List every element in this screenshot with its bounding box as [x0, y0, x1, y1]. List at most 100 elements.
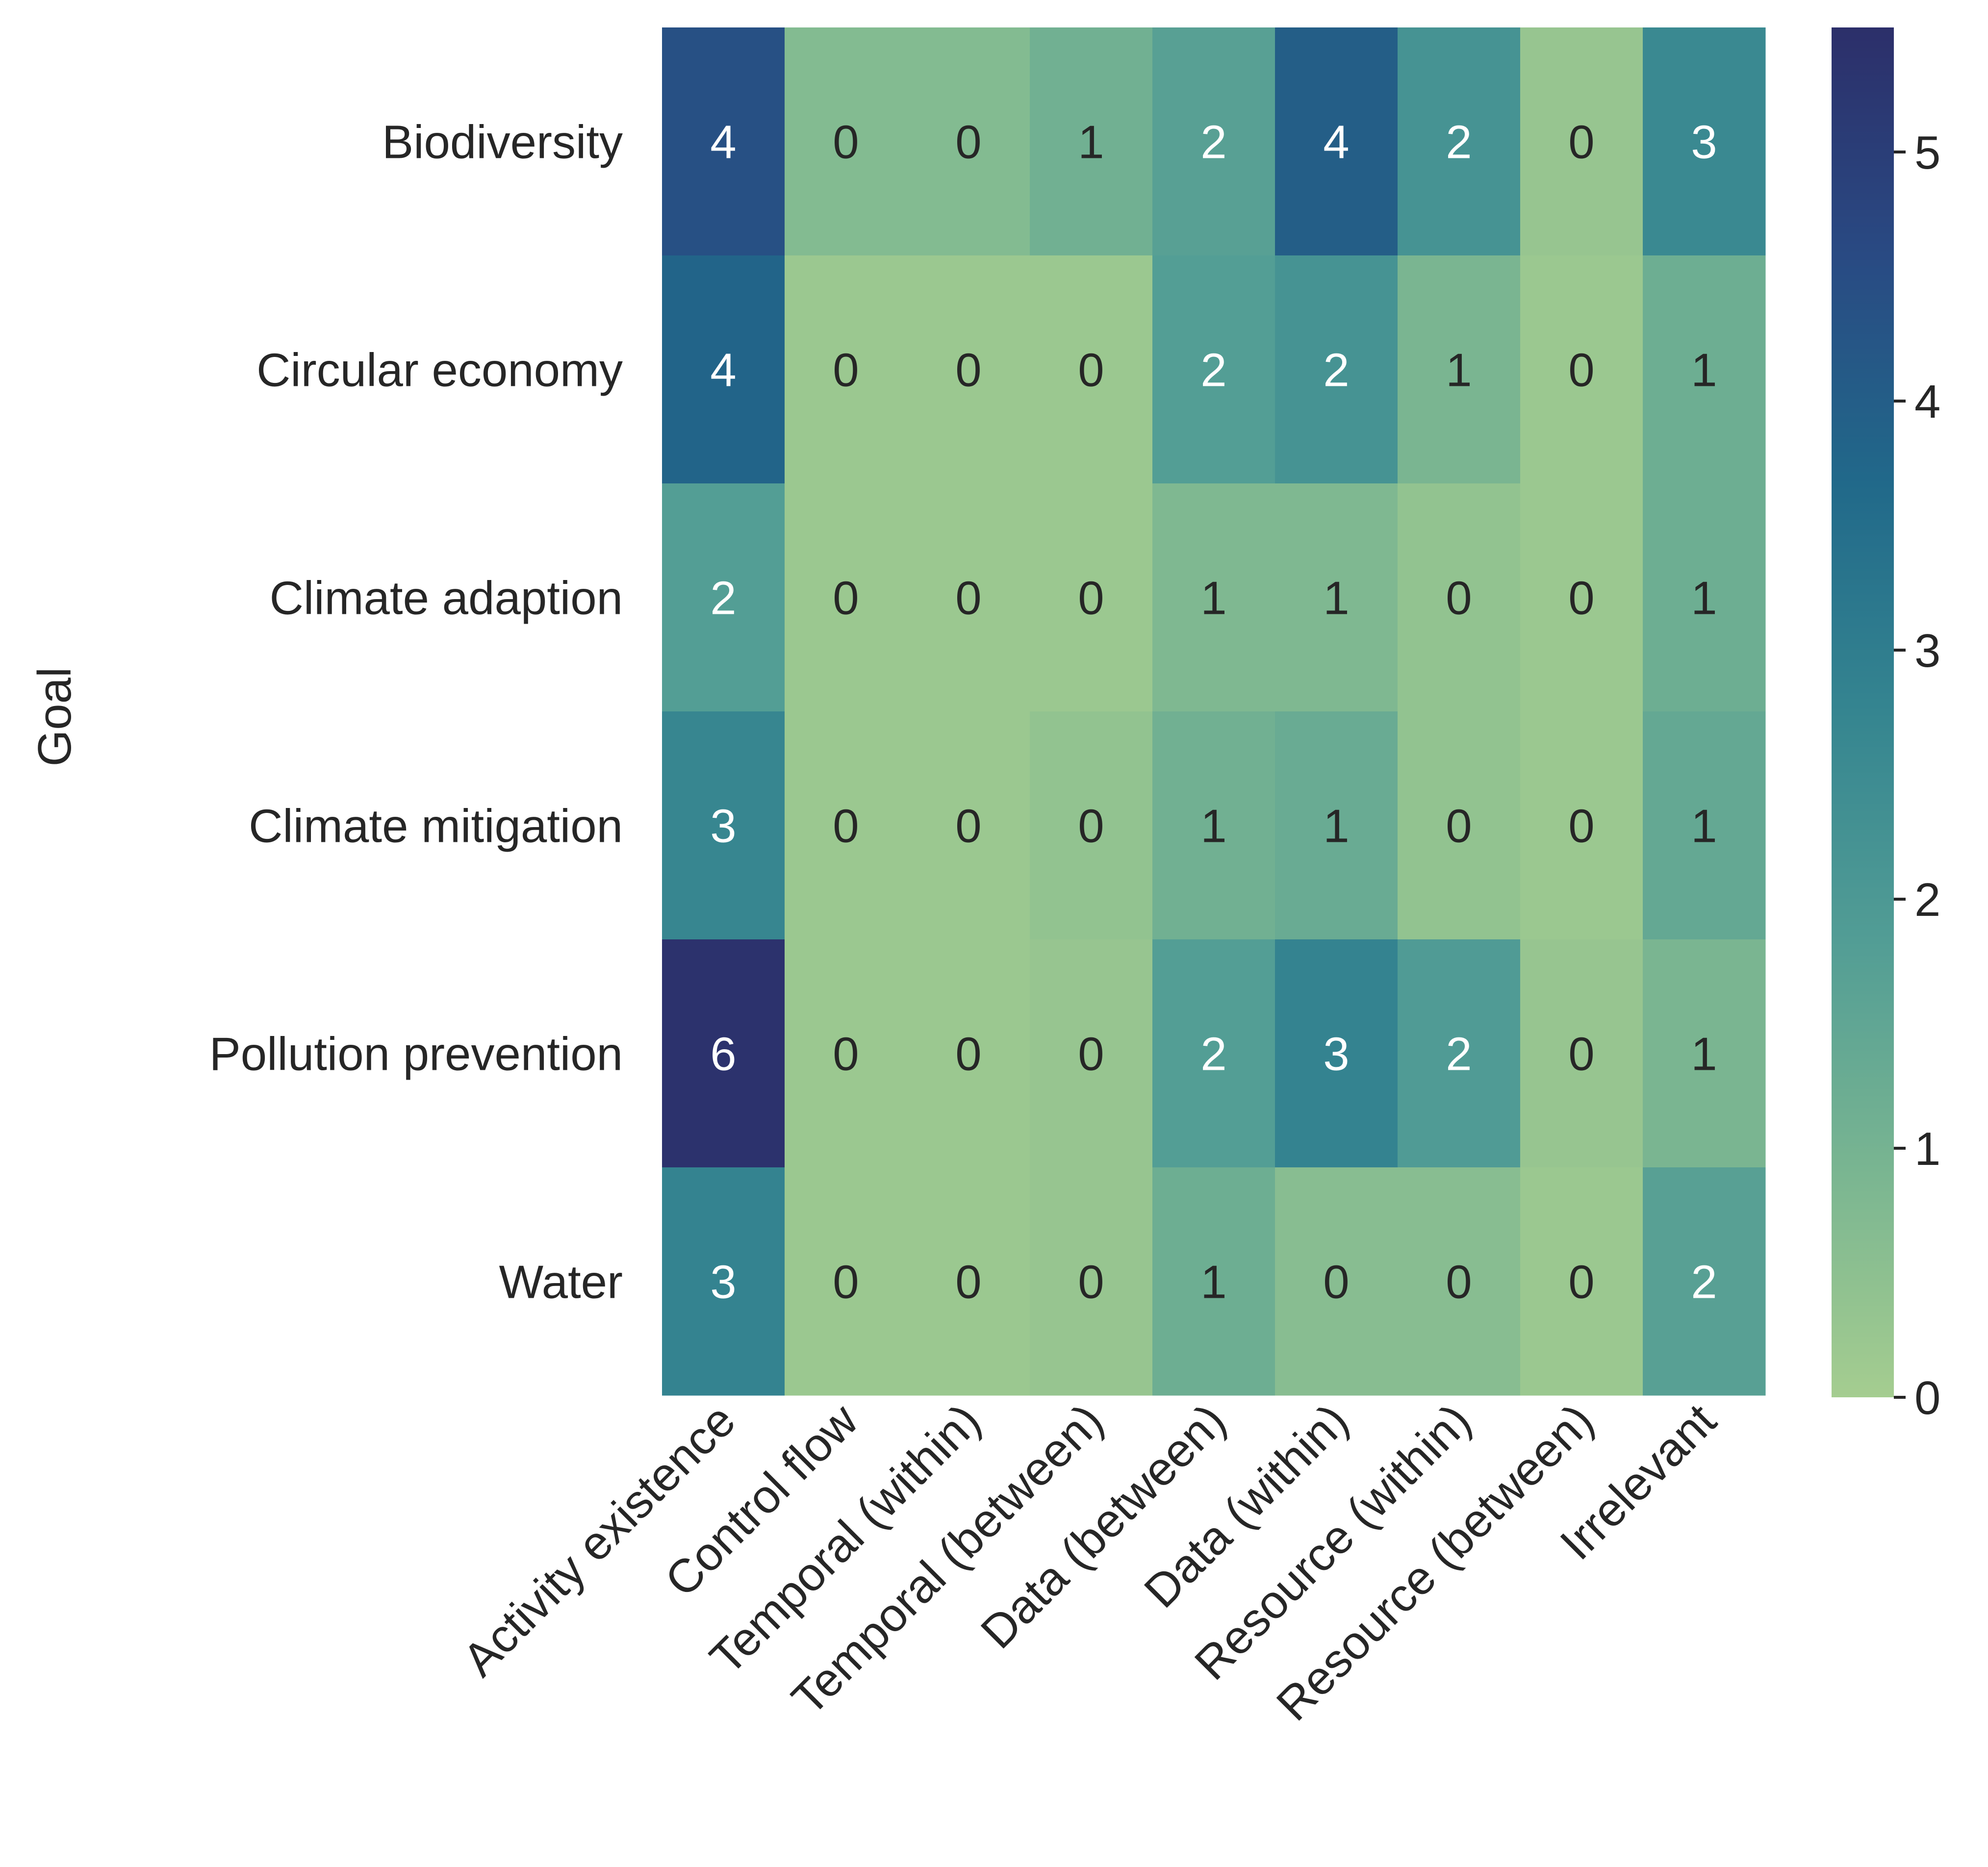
cell-value-label: 0	[1446, 572, 1472, 625]
cell-value-label: 0	[1568, 800, 1594, 853]
heatmap-cell	[785, 255, 908, 484]
heatmap-cell	[1030, 27, 1153, 256]
cell-value-label: 1	[1691, 800, 1717, 853]
cell-value-label: 2	[1323, 344, 1349, 397]
row-labels: Biodiversity Circular economy Climate adap…	[209, 116, 623, 1309]
cell-value-label: 0	[955, 1256, 981, 1309]
cell-value-label: 0	[955, 344, 981, 397]
heatmap-cell	[1275, 1167, 1398, 1396]
cell-value-label: 1	[1200, 1256, 1226, 1309]
cell-value-label: 4	[710, 116, 736, 169]
heatmap-cell	[662, 939, 785, 1168]
heatmap-cell	[1030, 483, 1153, 712]
cell-value-label: 2	[710, 572, 736, 625]
colorbar-ticks: 0 1 2 3 4 5	[1894, 126, 1940, 1424]
heatmap-cell	[1275, 255, 1398, 484]
cell-value-label: 1	[1691, 344, 1717, 397]
cell-value-label: 2	[1446, 116, 1472, 169]
heatmap-cell	[1275, 483, 1398, 712]
cell-value-label: 1	[1200, 572, 1226, 625]
cell-value-label: 2	[1691, 1256, 1717, 1309]
heatmap-cell	[785, 483, 908, 712]
heatmap-cell	[1152, 255, 1275, 484]
cell-value-label: 0	[1446, 1256, 1472, 1309]
heatmap-cell	[1520, 27, 1643, 256]
cell-value-label: 0	[833, 1256, 859, 1309]
heatmap-cell	[1030, 255, 1153, 484]
cell-value-label: 4	[1323, 116, 1349, 169]
heatmap-cell	[785, 711, 908, 940]
cell-value-label: 1	[1691, 572, 1717, 625]
cell-value-label: 2	[1200, 116, 1226, 169]
cell-value-label: 3	[710, 1256, 736, 1309]
heatmap-cell	[662, 1167, 785, 1396]
heatmap-cell	[1398, 939, 1521, 1168]
colorbar-tick-label: 3	[1914, 625, 1940, 677]
row-label: Water	[499, 1256, 623, 1309]
cell-value-label: 4	[710, 344, 736, 397]
heatmap-cells	[662, 27, 1766, 1396]
heatmap-cell	[662, 27, 785, 256]
heatmap-cell	[907, 711, 1030, 940]
cell-value-label: 2	[1200, 344, 1226, 397]
colorbar-tick-label: 2	[1914, 874, 1940, 926]
cell-value-label: 0	[833, 1028, 859, 1081]
heatmap-cell	[785, 1167, 908, 1396]
heatmap-cell	[1643, 483, 1766, 712]
heatmap-cell	[1030, 939, 1153, 1168]
heatmap-cell	[662, 255, 785, 484]
heatmap-cell	[1398, 1167, 1521, 1396]
colorbar	[1832, 27, 1894, 1397]
cell-value-label: 0	[1568, 116, 1594, 169]
cell-value-label: 1	[1200, 800, 1226, 853]
heatmap-cell	[785, 27, 908, 256]
row-label: Climate adaption	[270, 572, 623, 625]
heatmap-cell	[1643, 27, 1766, 256]
heatmap-cell	[1152, 27, 1275, 256]
cell-value-label: 1	[1323, 800, 1349, 853]
cell-value-label: 0	[833, 572, 859, 625]
heatmap-cell	[1275, 711, 1398, 940]
cell-value-label: 0	[1078, 800, 1104, 853]
heatmap-cell	[1152, 483, 1275, 712]
heatmap-cell	[785, 939, 908, 1168]
cell-value-label: 1	[1323, 572, 1349, 625]
cell-value-label: 0	[1078, 1028, 1104, 1081]
heatmap-cell	[1152, 711, 1275, 940]
heatmap-cell	[1520, 255, 1643, 484]
heatmap-cell	[1398, 27, 1521, 256]
cell-value-label: 2	[1200, 1028, 1226, 1081]
colorbar-tick-label: 1	[1914, 1123, 1940, 1175]
heatmap-cell	[1520, 483, 1643, 712]
heatmap-cell	[1030, 711, 1153, 940]
cell-value-label: 0	[1078, 344, 1104, 397]
row-label: Climate mitigation	[249, 800, 623, 853]
cell-value-label: 0	[1446, 800, 1472, 853]
heatmap-cell	[1030, 1167, 1153, 1396]
heatmap-cell	[907, 939, 1030, 1168]
heatmap-cell	[1152, 939, 1275, 1168]
heatmap-cell	[1398, 711, 1521, 940]
heatmap-cell	[1643, 711, 1766, 940]
row-label: Pollution prevention	[209, 1028, 623, 1081]
cell-value-label: 0	[1568, 1256, 1594, 1309]
cell-value-label: 0	[955, 572, 981, 625]
heatmap-cell	[1398, 483, 1521, 712]
colorbar-tick-label: 4	[1914, 376, 1940, 428]
heatmap-cell	[907, 255, 1030, 484]
cell-value-label: 0	[1568, 344, 1594, 397]
cell-value-label: 0	[833, 800, 859, 853]
colorbar-tick-label: 5	[1914, 126, 1940, 179]
cell-value-label: 3	[710, 800, 736, 853]
heatmap-cell	[1643, 255, 1766, 484]
colorbar-tick-label: 0	[1914, 1372, 1940, 1424]
cell-value-label: 0	[1568, 572, 1594, 625]
cell-value-label: 0	[955, 116, 981, 169]
heatmap-cell	[1398, 255, 1521, 484]
heatmap-cell	[662, 483, 785, 712]
cell-annotations: 4 0 0 1 2 4 2 0 3 4 0 0 0 2 2 1 0 1 2 0 0 0 1 1 0 0 1 3 0 0 0 1 1 0 0 1 6 0 0 0…	[710, 116, 1717, 1309]
heatmap-cell	[907, 483, 1030, 712]
cell-value-label: 1	[1691, 1028, 1717, 1081]
cell-value-label: 1	[1446, 344, 1472, 397]
